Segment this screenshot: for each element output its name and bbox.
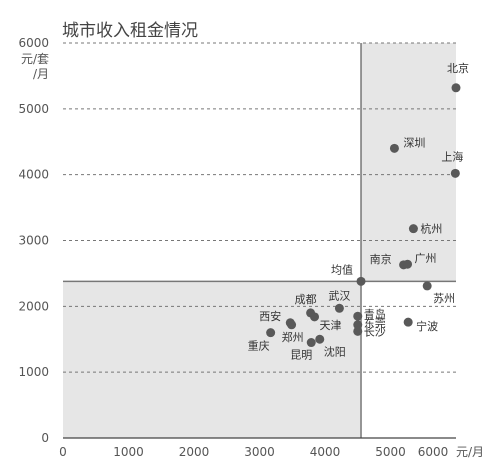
city-label: 苏州 — [433, 292, 455, 305]
data-point — [306, 338, 316, 348]
y-tick-label: 5000 — [18, 102, 49, 116]
x-tick-label: 3000 — [244, 445, 275, 459]
city-label: 杭州 — [420, 222, 442, 236]
y-tick-label: 3000 — [18, 234, 49, 248]
data-point — [353, 326, 363, 336]
data-point — [310, 312, 320, 322]
data-point — [287, 320, 297, 330]
below-average-region — [63, 281, 362, 438]
data-point — [403, 317, 413, 327]
city-label: 广州 — [415, 252, 437, 265]
y-tick-label: 4000 — [18, 168, 49, 182]
data-point — [353, 311, 363, 321]
data-point — [451, 83, 461, 93]
data-points — [266, 83, 461, 348]
city-label: 长沙 — [364, 325, 386, 338]
y-tick-label: 1000 — [18, 365, 49, 379]
data-point — [389, 143, 399, 153]
above-average-region — [361, 43, 456, 282]
y-tick-label: 6000 — [18, 36, 49, 50]
x-tick-label: 0 — [59, 445, 67, 459]
data-point — [353, 320, 363, 330]
data-point — [356, 276, 366, 286]
city-label: 南京 — [370, 252, 392, 266]
y-tick-label: 0 — [41, 431, 49, 445]
data-point — [450, 168, 460, 178]
city-label: 青岛 — [364, 307, 386, 321]
city-label: 深圳 — [403, 136, 425, 149]
x-tick-label: 2000 — [179, 445, 210, 459]
city-label: 沈阳 — [324, 344, 346, 358]
y-axis-unit-line-1: 元/套 — [21, 52, 49, 66]
city-label: 西安 — [259, 309, 281, 323]
chart-title: 城市收入租金情况 — [62, 21, 198, 41]
city-label: 北京 — [447, 61, 469, 75]
y-tick-label: 2000 — [18, 299, 49, 313]
city-label: 均值 — [331, 263, 353, 276]
city-label: 昆明 — [290, 349, 312, 362]
city-label: 上海 — [441, 149, 463, 163]
x-tick-labels: 0 1000 2000 3000 4000 5000 6000 — [59, 445, 448, 459]
city-label: 宁波 — [416, 319, 438, 333]
city-label: 武汉 — [328, 289, 350, 302]
x-tick-label: 4000 — [310, 445, 341, 459]
x-tick-label: 6000 — [418, 445, 449, 459]
city-label: 郑州 — [282, 330, 304, 344]
data-point — [408, 224, 418, 234]
x-tick-label: 5000 — [375, 445, 406, 459]
data-point — [334, 303, 344, 313]
x-tick-label: 1000 — [113, 445, 144, 459]
data-point — [315, 334, 325, 344]
data-point — [266, 328, 276, 338]
city-label: 东莞 — [364, 317, 386, 330]
y-tick-labels: 0 1000 2000 3000 4000 5000 6000 — [18, 36, 49, 445]
x-axis-unit: 元/月 — [456, 445, 484, 459]
y-axis-unit-line-2: /月 — [33, 67, 49, 81]
city-label: 天津 — [320, 319, 342, 332]
data-point — [422, 281, 432, 291]
city-label: 成都 — [295, 293, 317, 306]
city-label: 重庆 — [248, 339, 270, 353]
data-point — [403, 259, 413, 269]
